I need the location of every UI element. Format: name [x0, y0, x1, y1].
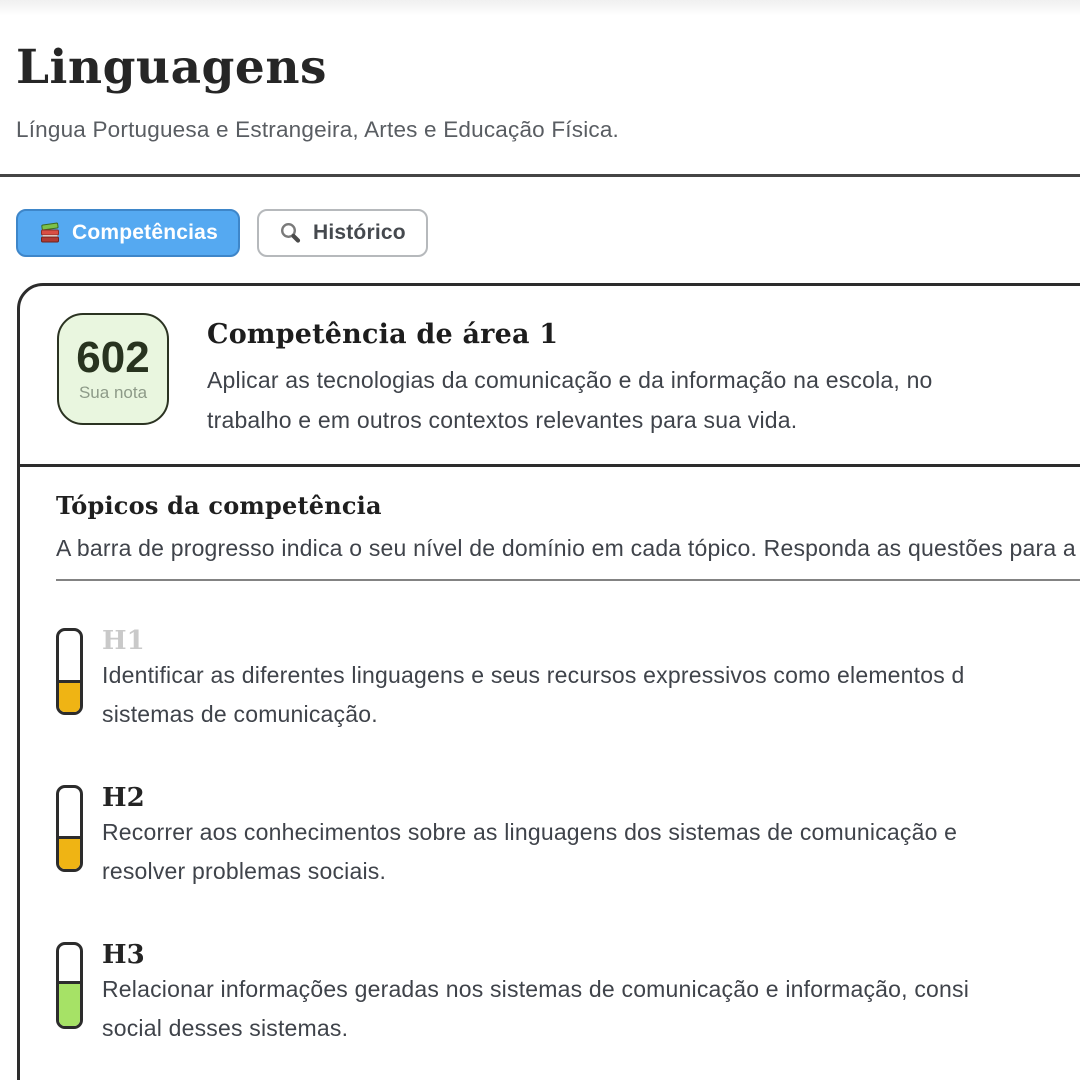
- score-value: 602: [76, 332, 150, 382]
- topic-description-line: resolver problemas sociais.: [102, 858, 387, 884]
- topic-item-h1: H1 Identificar as diferentes linguagens …: [56, 626, 1080, 734]
- page-subtitle: Língua Portuguesa e Estrangeira, Artes e…: [16, 117, 620, 142]
- topic-label: H1: [102, 626, 145, 656]
- topic-description-line: Identificar as diferentes linguagens e s…: [102, 662, 965, 688]
- topic-text: H3 Relacionar informações geradas nos si…: [102, 940, 969, 1048]
- tab-competencias-label: Competências: [72, 221, 218, 244]
- topic-progress-fill: [59, 980, 80, 1026]
- topics-heading: Tópicos da competência: [56, 491, 382, 520]
- competencia-description-line: trabalho e em outros contextos relevante…: [207, 407, 798, 433]
- topic-text: H1 Identificar as diferentes linguagens …: [102, 626, 965, 734]
- page-header: Linguagens Língua Portuguesa e Estrangei…: [16, 40, 619, 143]
- tab-bar: Competências Histórico: [16, 209, 428, 257]
- topic-progress-bar: [56, 628, 83, 715]
- topic-description-line: sistemas de comunicação.: [102, 701, 378, 727]
- topic-label: H2: [102, 783, 145, 813]
- tab-historico[interactable]: Histórico: [256, 209, 428, 257]
- topic-progress-bar: [56, 942, 83, 1029]
- tab-competencias[interactable]: Competências: [16, 209, 240, 257]
- topic-progress-fill: [59, 679, 80, 712]
- topic-label: H3: [102, 940, 145, 970]
- top-page-fade: [0, 0, 1080, 16]
- topic-progress-fill: [59, 835, 80, 869]
- competencia-card-header: 602 Sua nota Competência de área 1 Aplic…: [20, 286, 1080, 440]
- competencia-card: 602 Sua nota Competência de área 1 Aplic…: [17, 283, 1080, 1080]
- magnifier-icon: [279, 221, 303, 245]
- topic-item-h3: H3 Relacionar informações geradas nos si…: [56, 940, 1080, 1048]
- competencia-description: Aplicar as tecnologias da comunicação e …: [207, 360, 933, 440]
- card-divider: [20, 464, 1080, 467]
- topics-divider: [56, 579, 1080, 581]
- topic-description-line: social desses sistemas.: [102, 1015, 349, 1041]
- topics-section: Tópicos da competência A barra de progre…: [20, 467, 1080, 1080]
- topic-description-line: Relacionar informações geradas nos siste…: [102, 976, 970, 1002]
- page-title: Linguagens: [16, 40, 327, 95]
- topic-progress-bar: [56, 785, 83, 872]
- competencia-header-text: Competência de área 1 Aplicar as tecnolo…: [207, 313, 933, 440]
- score-badge: 602 Sua nota: [57, 313, 169, 425]
- header-divider: [0, 174, 1080, 177]
- competencia-heading: Competência de área 1: [207, 319, 559, 350]
- topic-description-line: Recorrer aos conhecimentos sobre as ling…: [102, 819, 958, 845]
- topics-hint: A barra de progresso indica o seu nível …: [56, 535, 1076, 561]
- topic-text: H2 Recorrer aos conhecimentos sobre as l…: [102, 783, 957, 891]
- books-icon: [38, 221, 62, 245]
- tab-historico-label: Histórico: [312, 221, 406, 244]
- topic-item-h2: H2 Recorrer aos conhecimentos sobre as l…: [56, 783, 1080, 891]
- competencia-description-line: Aplicar as tecnologias da comunicação e …: [207, 367, 933, 393]
- score-label: Sua nota: [78, 383, 148, 403]
